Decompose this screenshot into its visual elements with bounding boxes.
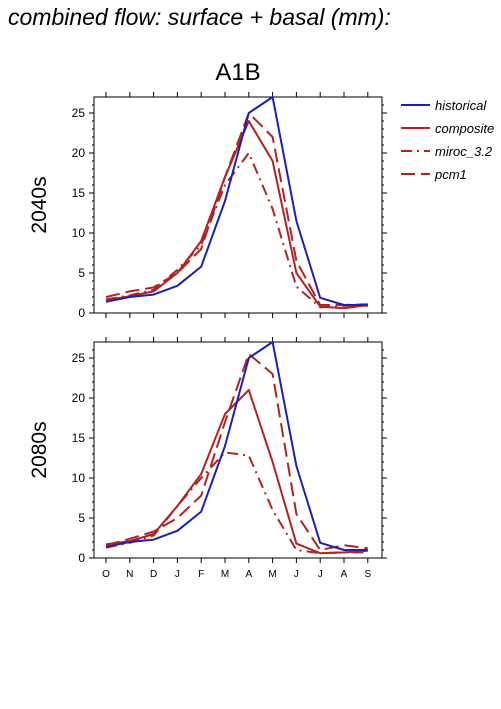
y-axis-label: 2040s xyxy=(28,176,51,233)
y-tick-label: 20 xyxy=(72,146,86,160)
x-tick-label: N xyxy=(126,569,133,580)
chart-panel-2080s: 0 5 10 15 20 25 O N D J F M A M J J A S 2080s xyxy=(28,337,387,580)
legend-label-pcm1: pcm1 xyxy=(434,167,467,182)
x-tick-label: S xyxy=(364,569,371,580)
page-title: combined flow: surface + basal (mm): xyxy=(8,4,391,30)
y-tick-label: 5 xyxy=(78,266,85,280)
series-line-historical xyxy=(105,96,368,306)
y-tick-label: 10 xyxy=(72,226,86,240)
y-tick-label: 15 xyxy=(72,186,86,200)
x-tick-label: A xyxy=(245,569,252,580)
x-tick-label: J xyxy=(294,569,299,580)
series-line-composite xyxy=(105,120,368,310)
x-tick-label: D xyxy=(150,569,157,580)
x-tick-label: A xyxy=(341,569,348,580)
x-tick-label: O xyxy=(102,569,110,580)
y-tick-label: 25 xyxy=(72,106,86,120)
legend: historical composite miroc_3.2 pcm1 xyxy=(401,98,494,182)
legend-label-historical: historical xyxy=(435,98,487,113)
series-line-historical xyxy=(105,341,368,551)
scenario-label: A1B xyxy=(215,59,260,86)
legend-label-composite: composite xyxy=(435,121,494,136)
y-tick-label: 5 xyxy=(78,511,85,525)
x-tick-label: J xyxy=(175,569,180,580)
y-tick-label: 25 xyxy=(72,351,86,365)
series-line-pcm1 xyxy=(105,353,368,551)
x-tick-label: M xyxy=(221,569,229,580)
y-tick-label: 15 xyxy=(72,431,86,445)
series-line-miroc_3.2 xyxy=(105,152,368,309)
y-tick-label: 20 xyxy=(72,391,86,405)
x-tick-label: M xyxy=(268,569,276,580)
series-line-miroc_3.2 xyxy=(105,451,368,555)
x-tick-label: J xyxy=(318,569,323,580)
chart-panel-2040s: 0 5 10 15 20 25 2040s A1B historical composite mir… xyxy=(28,59,494,320)
series-line-composite xyxy=(105,389,368,555)
y-tick-label: 0 xyxy=(78,551,85,565)
x-tick-label: F xyxy=(198,569,204,580)
series-line-pcm1 xyxy=(105,112,368,306)
plot-frame xyxy=(93,96,383,314)
legend-label-miroc_3.2: miroc_3.2 xyxy=(435,144,493,159)
y-axis-label: 2080s xyxy=(28,421,51,478)
y-tick-label: 10 xyxy=(72,471,86,485)
plot-frame xyxy=(93,341,383,559)
y-tick-label: 0 xyxy=(78,306,85,320)
